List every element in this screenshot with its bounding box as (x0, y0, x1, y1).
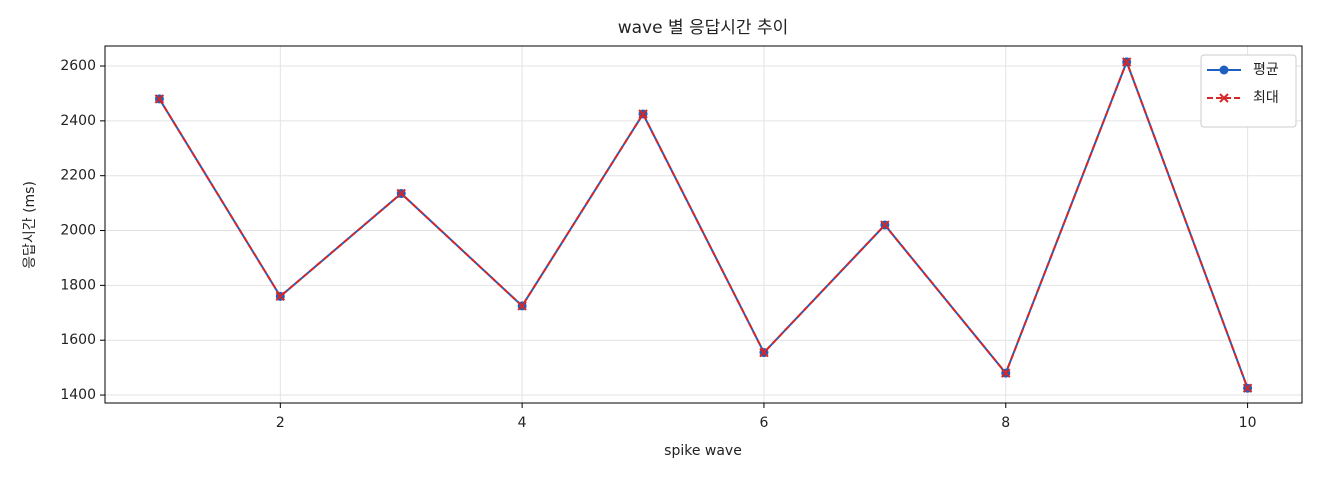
y-axis-label: 응답시간 (ms) (22, 181, 38, 269)
marker (759, 347, 769, 358)
legend-label: 최대 (1253, 90, 1279, 106)
marker (638, 109, 648, 119)
legend-box (1200, 54, 1297, 128)
x-axis-label: spike wave (664, 443, 742, 459)
y-tick-label: 2000 (60, 223, 96, 239)
y-tick-label: 2600 (60, 58, 96, 74)
x-tick-label: 4 (518, 415, 527, 431)
series-line (158, 59, 1249, 389)
legend-label: 평균 (1253, 62, 1279, 78)
x-tick-label: 2 (276, 415, 285, 431)
marker (275, 291, 286, 302)
marker (154, 94, 165, 104)
marker (396, 188, 406, 199)
x-tick-label: 6 (759, 415, 768, 431)
legend-marker (1219, 93, 1229, 103)
chart-title: wave 별 응답시간 추이 (618, 18, 789, 38)
y-tick-label: 1600 (60, 332, 96, 348)
marker (880, 220, 890, 230)
x-tick-label: 8 (1001, 415, 1010, 431)
plot-frame (104, 45, 1303, 404)
y-tick-label: 2200 (60, 168, 96, 184)
x-tick-label: 10 (1239, 415, 1257, 431)
y-tick-label: 1800 (60, 277, 96, 293)
marker (517, 301, 527, 311)
legend-marker (1219, 65, 1229, 75)
marker (1121, 57, 1132, 67)
marker (1001, 368, 1011, 378)
marker (1242, 383, 1253, 393)
y-tick-label: 2400 (60, 113, 96, 129)
y-tick-label: 1400 (60, 387, 96, 403)
